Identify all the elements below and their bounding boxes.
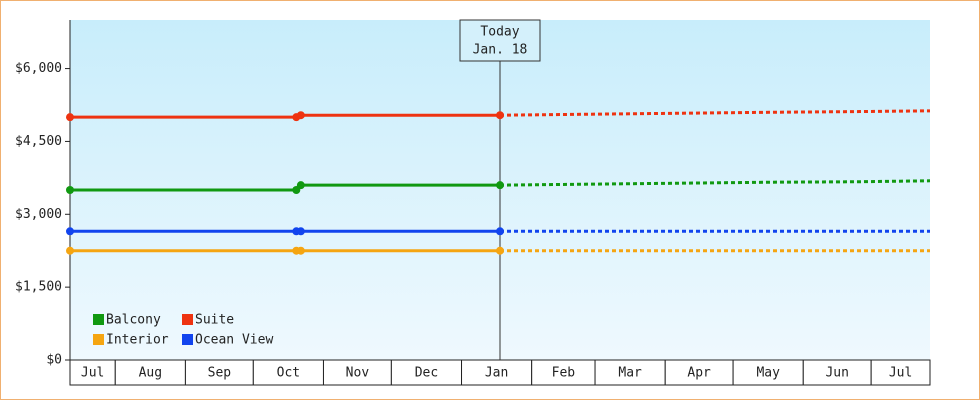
point bbox=[66, 113, 74, 122]
x-tick-label: Mar bbox=[618, 366, 642, 381]
point bbox=[296, 181, 305, 190]
today-label: Jan. 18 bbox=[473, 43, 528, 58]
legend-label: Balcony bbox=[106, 313, 161, 328]
x-tick-label: Oct bbox=[277, 366, 300, 381]
x-tick-cell bbox=[252, 359, 324, 386]
legend-label: Ocean View bbox=[195, 333, 273, 348]
x-tick-label: Aug bbox=[139, 366, 162, 381]
legend-swatch bbox=[93, 314, 104, 325]
x-tick-label: Jul bbox=[889, 366, 912, 381]
x-tick-cell bbox=[802, 359, 872, 386]
y-tick-label: $3,000 bbox=[15, 207, 62, 222]
x-tick-cell bbox=[69, 359, 116, 386]
x-tick-label: Jan bbox=[485, 366, 508, 381]
x-tick-label: Feb bbox=[552, 366, 576, 381]
x-tick-cell bbox=[531, 359, 596, 386]
y-tick-label: $4,500 bbox=[15, 134, 62, 149]
point bbox=[296, 227, 305, 236]
x-tick-cell bbox=[184, 359, 254, 386]
point bbox=[66, 227, 74, 236]
x-tick-label: Jul bbox=[81, 366, 104, 381]
forecast-line bbox=[499, 109, 931, 117]
x-tick-cell bbox=[664, 359, 734, 386]
legend-swatch bbox=[182, 314, 193, 325]
legend-label: Suite bbox=[195, 313, 234, 328]
legend-label: Interior bbox=[106, 333, 169, 348]
point bbox=[66, 186, 74, 194]
x-tick-label: May bbox=[756, 366, 780, 381]
point bbox=[296, 246, 305, 255]
x-tick-label: Apr bbox=[687, 366, 711, 381]
legend-swatch bbox=[182, 334, 193, 345]
x-tick-cell bbox=[594, 359, 666, 386]
y-tick-label: $0 bbox=[46, 353, 62, 368]
x-tick-cell bbox=[870, 359, 931, 386]
point bbox=[66, 246, 74, 255]
x-tick-label: Dec bbox=[415, 366, 438, 381]
point bbox=[496, 181, 504, 190]
x-tick-cell bbox=[390, 359, 463, 386]
x-tick-label: Nov bbox=[346, 366, 370, 381]
today-label: Today bbox=[480, 25, 519, 40]
x-tick-label: Sep bbox=[208, 366, 232, 381]
point bbox=[496, 227, 504, 236]
legend-swatch bbox=[93, 334, 104, 345]
y-tick-label: $1,500 bbox=[15, 280, 62, 295]
forecast-line bbox=[499, 179, 931, 187]
x-tick-label: Jun bbox=[825, 366, 848, 381]
point bbox=[496, 111, 504, 120]
point bbox=[496, 246, 504, 255]
today-box bbox=[459, 19, 541, 62]
point bbox=[296, 111, 305, 120]
y-tick-label: $6,000 bbox=[15, 61, 62, 76]
x-tick-cell bbox=[322, 359, 392, 386]
x-tick-cell bbox=[114, 359, 186, 386]
